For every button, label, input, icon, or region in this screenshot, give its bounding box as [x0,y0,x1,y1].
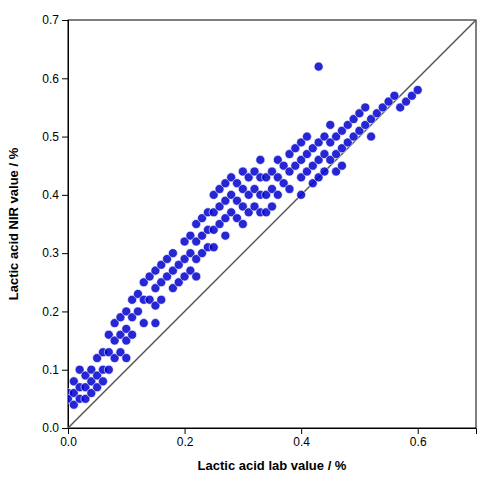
tick: 0.2 [42,305,68,319]
tick: 0.6 [42,72,68,86]
tick: 0.4 [42,188,68,202]
tick-label: 0.1 [42,363,59,377]
tick-mark [62,311,68,312]
tick-label: 0.4 [42,188,59,202]
tick-mark [418,428,419,434]
point [320,167,329,176]
point [128,330,137,339]
point [285,185,294,194]
tick-mark [62,370,68,371]
tick: 0.0 [60,428,77,449]
tick: 0.7 [42,13,68,27]
chart: 0.0 0.2 0.4 0.6 0.0 0.1 0.2 0.3 0.4 0.5 0.6 0.7 Lact… [0,0,500,484]
y-axis: 0.0 0.1 0.2 0.3 0.4 0.5 0.6 0.7 [42,13,68,435]
tick-mark [185,428,186,434]
tick-mark [301,428,302,434]
point [314,62,323,71]
tick-label: 0.2 [177,435,194,449]
point [361,103,370,112]
point [273,190,282,199]
point [413,85,422,94]
point [151,319,160,328]
x-axis: 0.0 0.2 0.4 0.6 [60,428,476,449]
tick-mark [62,78,68,79]
tick-mark [62,195,68,196]
tick: 0.6 [410,428,427,449]
reference-line [68,20,476,428]
point [302,132,311,141]
tick-label: 0.4 [293,435,310,449]
point [133,307,142,316]
point [267,202,276,211]
tick-label: 0.5 [42,130,59,144]
point [238,219,247,228]
tick-label: 0.0 [42,421,59,435]
point [104,365,113,374]
tick-mark [62,20,68,21]
tick: 0.3 [42,246,68,260]
tick: 0.1 [42,363,68,377]
point [122,354,131,363]
point [297,190,306,199]
point [168,249,177,258]
point [98,377,107,386]
point [139,319,148,328]
tick-label: 0.7 [42,13,59,27]
point [157,295,166,304]
tick-label: 0.6 [410,435,427,449]
axis-line [69,429,477,435]
point [221,231,230,240]
plot-frame [68,20,476,428]
tick-label: 0.2 [42,305,59,319]
tick-mark [62,137,68,138]
x-axis-title: Lactic acid lab value / % [198,458,347,473]
tick-label: 0.0 [60,435,77,449]
point [390,91,399,100]
tick-mark [62,428,68,429]
point [209,243,218,252]
point [367,132,376,141]
tick-label: 0.6 [42,72,59,86]
tick-label: 0.3 [42,246,59,260]
tick: 0.2 [177,428,194,449]
plot: 0.0 0.2 0.4 0.6 0.0 0.1 0.2 0.3 0.4 0.5 0.6 0.7 [42,13,476,448]
y-axis-title: Lactic acid NIR value / % [6,147,21,300]
point [337,161,346,170]
marks [68,20,476,428]
point [256,155,265,164]
tick: 0.5 [42,130,68,144]
tick-mark [62,253,68,254]
point [326,120,335,129]
axis-line [62,21,69,429]
tick: 0.0 [42,421,68,435]
tick: 0.4 [293,428,310,449]
point [192,272,201,281]
